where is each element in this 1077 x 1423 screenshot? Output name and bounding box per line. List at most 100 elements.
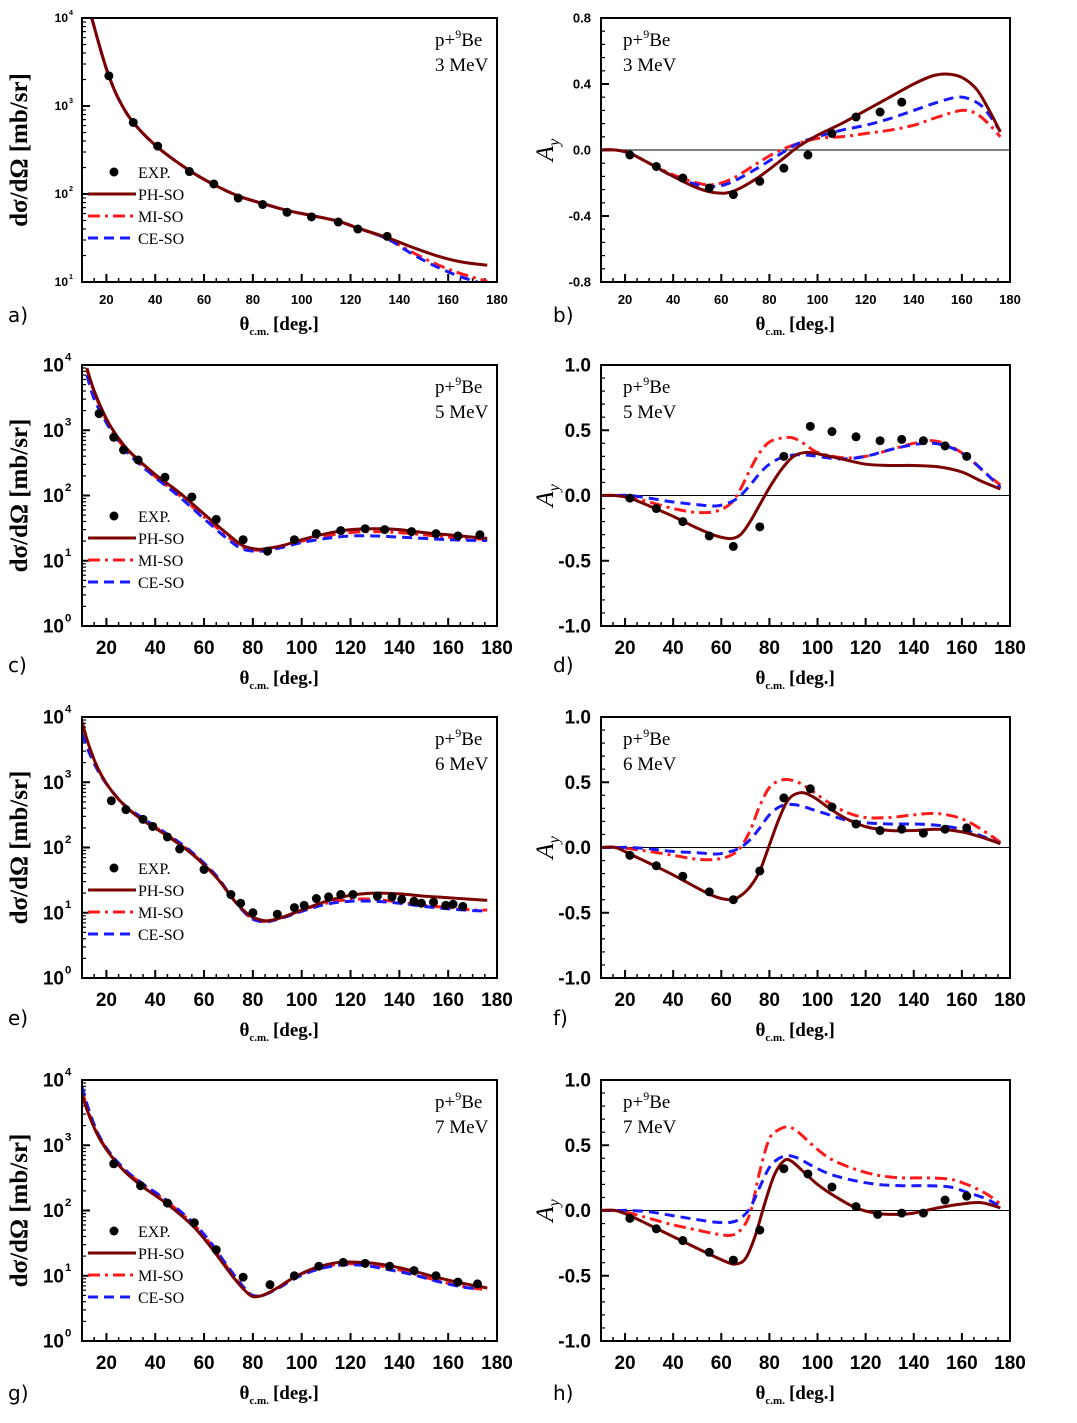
x-tick-label: 60 [193,990,214,1011]
y-tick-exponent: 4 [65,1066,72,1078]
x-axis: 20 40 60 80 100 120 140 160 180 [81,970,513,1011]
panel-f: 20 40 60 80 100 120 140 160 180 -1.0 -0.5 0.0 0.5 1.0… [532,708,1026,1044]
x-tick-label: 180 [994,1353,1026,1374]
series-line-ph [601,1157,1001,1266]
y-axis-label: Ay [532,138,563,163]
x-tick-label: 80 [759,990,780,1011]
x-axis-label: θc.m. [deg.] [756,314,835,338]
exp-point [962,451,972,461]
exp-point [109,1159,119,1169]
series-line-ph [82,1093,488,1299]
x-tick-label: 120 [335,1353,367,1374]
y-tick-label: 10 [43,708,64,729]
exp-point [873,1209,883,1219]
x-axis-label-theta: θ [756,1020,766,1041]
panel-letter: h) [553,1381,573,1405]
y-axis-label-main: A [532,1206,559,1224]
plot-frame [81,17,498,283]
exp-point [704,1247,714,1257]
x-axis-label-unit: [deg.] [789,1383,835,1404]
reaction-label: p+9Be [435,1089,482,1113]
exp-point [448,899,458,909]
exp-point [311,529,321,539]
y-tick-label: -1.0 [558,617,591,638]
legend-exp-label: EXP. [138,165,170,182]
exp-point [651,1224,661,1234]
y-axis-label: dσ/dΩ [mb/sr] [6,73,33,227]
series-line-mi [82,1089,488,1298]
exp-point [851,432,861,442]
y-axis-label-sub: y [546,835,563,845]
y-tick-exponent: 4 [69,8,73,17]
exp-point [779,163,789,173]
x-axis-label-sub: c.m. [249,1395,269,1407]
x-tick-label: 100 [286,638,318,659]
exp-point [211,1245,221,1255]
y-axis: -1.0 -0.5 0.0 0.5 1.0 [558,1071,609,1353]
panel-letter: g) [8,1381,29,1405]
x-tick-label: 60 [711,1353,732,1374]
x-tick-label: 120 [340,292,362,307]
x-tick-label: 40 [145,990,166,1011]
y-tick-label: 0.0 [573,143,591,158]
legend-exp-marker [109,167,119,177]
reaction-label: p+9Be [435,374,482,398]
y-axis-label: Ay [532,483,563,508]
y-tick-exponent: 4 [65,351,72,363]
exp-point [962,1191,972,1201]
y-axis: -0.8 -0.4 0.0 0.4 0.8 [569,11,609,290]
x-axis-label-theta: θ [240,314,250,335]
exp-points [625,1164,972,1265]
y-axis-label: dσ/dΩ [mb/sr] [6,771,33,925]
exp-point [803,150,813,160]
exp-point [472,1279,482,1289]
reaction-target: Be [461,729,482,750]
exp-point [121,805,131,815]
x-tick-label: 40 [663,1353,684,1374]
reaction-projectile: p+ [435,377,455,398]
exp-point [407,527,417,537]
series-line-mi [601,777,1002,862]
exp-point [453,1277,463,1287]
exp-point [704,887,714,897]
y-tick-label: 0.5 [565,1136,592,1157]
exp-point [625,150,635,160]
exp-points [625,784,972,905]
exp-point [226,890,236,900]
y-tick-label: 10 [55,11,69,25]
x-axis: 20 40 60 80 100 120 140 160 180 [600,274,1021,307]
exp-point [360,1258,370,1268]
x-tick-label: 40 [148,292,162,307]
exp-points [625,97,907,200]
reaction-mass-number: 9 [455,726,461,740]
exp-point [372,891,382,901]
exp-point [263,546,273,556]
exp-point [851,819,861,829]
exp-point [187,492,197,502]
exp-point [625,850,635,860]
legend-exp-marker [109,511,119,521]
y-tick-label: 10 [43,838,64,859]
exp-point [133,455,143,465]
x-axis-label-sub: c.m. [765,1032,785,1044]
exp-point [382,231,392,241]
y-tick-exponent: 0 [65,1327,71,1339]
x-axis-label-theta: θ [240,668,250,689]
y-tick-label: 0.4 [573,77,592,92]
y-axis-label-sub: y [546,483,563,493]
exp-point [728,1255,738,1265]
exp-point [233,193,243,203]
x-tick-label: 100 [802,638,834,659]
exp-point [385,1261,395,1271]
exp-point [258,199,268,209]
y-tick-label: 10 [43,903,64,924]
exp-point [827,129,837,138]
legend-exp-label: EXP. [138,1224,170,1241]
exp-point [431,529,441,539]
x-axis-label-unit: [deg.] [273,1383,319,1404]
x-tick-label: 80 [246,292,260,307]
reaction-projectile: p+ [623,377,643,398]
x-tick-label: 40 [663,990,684,1011]
exp-point [940,824,950,834]
exp-point [289,903,299,913]
